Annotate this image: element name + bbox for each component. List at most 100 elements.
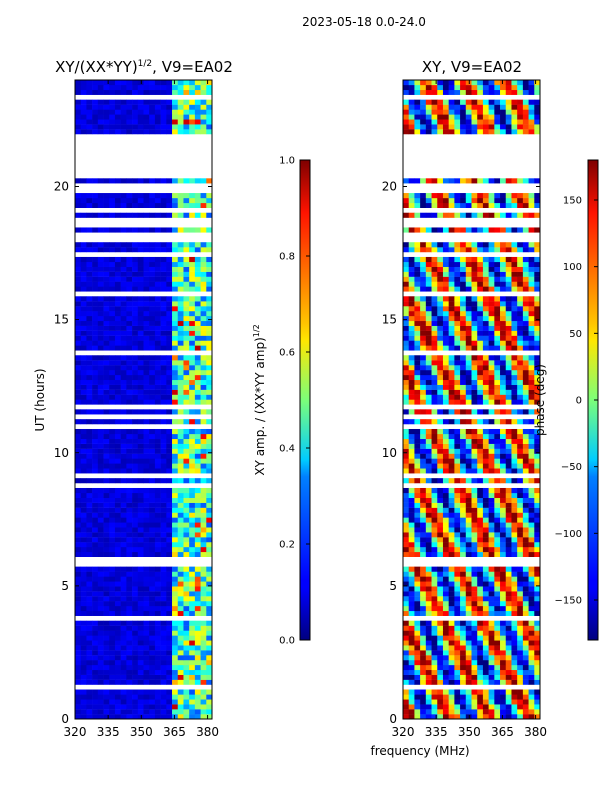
- amp-heatmap-cell: [154, 660, 161, 666]
- phase-heatmap-cell: [414, 581, 421, 587]
- amp-heatmap-cell: [120, 537, 127, 543]
- phase-heatmap-cell: [414, 502, 421, 508]
- phase-heatmap-cell: [517, 247, 524, 253]
- phase-heatmap-cell: [465, 625, 472, 631]
- amp-heatmap-cell: [92, 699, 99, 705]
- amp-heatmap-cell: [206, 679, 213, 685]
- amp-heatmap-cell: [166, 709, 173, 715]
- amp-heatmap-cell: [137, 212, 144, 218]
- phase-heatmap-cell: [505, 542, 512, 548]
- amp-heatmap-cell: [120, 306, 127, 312]
- phase-heatmap-cell: [465, 576, 472, 582]
- amp-heatmap-cell: [143, 99, 150, 105]
- amp-heatmap-cell: [177, 325, 184, 331]
- phase-heatmap-cell: [414, 370, 421, 376]
- phase-heatmap-cell: [437, 571, 444, 577]
- phase-heatmap-cell: [505, 271, 512, 277]
- amp-heatmap-cell: [200, 389, 207, 395]
- phase-heatmap-cell: [454, 596, 461, 602]
- phase-heatmap-cell: [465, 610, 472, 616]
- amp-heatmap-cell: [172, 448, 179, 454]
- phase-heatmap-cell: [431, 576, 438, 582]
- phase-heatmap-cell: [420, 315, 427, 322]
- amp-heatmap-cell: [137, 256, 144, 263]
- phase-heatmap-cell: [408, 630, 415, 636]
- amp-heatmap-cell: [114, 576, 121, 582]
- amp-heatmap-cell: [194, 453, 201, 459]
- phase-heatmap-cell: [414, 571, 421, 577]
- amp-heatmap-cell: [194, 704, 201, 710]
- phase-heatmap-cell: [471, 586, 478, 592]
- amp-heatmap-cell: [80, 335, 87, 341]
- phase-heatmap-cell: [414, 458, 421, 464]
- amp-heatmap-cell: [75, 694, 82, 700]
- amp-heatmap-cell: [160, 325, 167, 331]
- amp-heatmap-cell: [194, 389, 201, 395]
- phase-heatmap-cell: [482, 428, 489, 435]
- phase-heatmap-cell: [431, 124, 438, 130]
- amp-heatmap-cell: [194, 266, 201, 272]
- amp-heatmap-cell: [126, 601, 133, 607]
- phase-heatmap-cell: [448, 301, 455, 307]
- amp-heatmap-cell: [109, 212, 116, 218]
- phase-heatmap-cell: [517, 576, 524, 582]
- phase-heatmap-cell: [528, 256, 535, 263]
- phase-heatmap-cell: [517, 261, 524, 267]
- phase-heatmap-cell: [437, 355, 444, 361]
- phase-cb-tick-label: 100: [563, 262, 582, 273]
- phase-heatmap-cell: [505, 409, 512, 415]
- amp-heatmap-cell: [92, 129, 99, 135]
- phase-heatmap-cell: [408, 527, 415, 533]
- amp-heatmap-cell: [206, 178, 213, 184]
- amp-heatmap-cell: [183, 586, 190, 592]
- phase-heatmap-cell: [454, 247, 461, 253]
- amp-heatmap-cell: [189, 551, 196, 557]
- phase-heatmap-cell: [425, 355, 432, 361]
- amp-heatmap-cell: [160, 699, 167, 705]
- amp-heatmap-cell: [120, 399, 127, 405]
- amp-heatmap-cell: [143, 699, 150, 705]
- amp-heatmap-cell: [120, 256, 127, 263]
- amp-heatmap-cell: [143, 119, 150, 125]
- amp-heatmap-cell: [109, 271, 116, 277]
- amp-heatmap-cell: [143, 507, 150, 513]
- phase-heatmap-cell: [528, 635, 535, 641]
- amp-heatmap-cell: [194, 660, 201, 666]
- amp-heatmap-cell: [97, 325, 104, 331]
- phase-heatmap-cell: [534, 674, 541, 680]
- amp-heatmap-cell: [114, 384, 121, 390]
- phase-heatmap-cell: [511, 306, 518, 312]
- amp-heatmap-cell: [80, 492, 87, 499]
- amp-heatmap-cell: [86, 478, 93, 484]
- amp-heatmap-cell: [194, 212, 201, 218]
- amp-heatmap-cell: [92, 247, 99, 253]
- amp-heatmap-cell: [114, 689, 121, 695]
- amp-heatmap-cell: [189, 340, 196, 346]
- phase-heatmap-cell: [442, 330, 449, 336]
- phase-heatmap-cell: [517, 537, 524, 543]
- amp-heatmap-cell: [177, 610, 184, 616]
- amp-heatmap-cell: [120, 311, 127, 317]
- phase-heatmap-cell: [465, 202, 472, 208]
- amp-heatmap-cell: [80, 306, 87, 312]
- phase-heatmap-cell: [471, 119, 478, 125]
- phase-heatmap-cell: [403, 256, 410, 263]
- amp-heatmap-cell: [189, 129, 196, 135]
- phase-heatmap-cell: [505, 443, 512, 449]
- amp-heatmap-cell: [183, 109, 190, 115]
- phase-heatmap-cell: [442, 109, 449, 115]
- phase-heatmap-cell: [517, 458, 524, 464]
- phase-heatmap-cell: [494, 124, 501, 130]
- phase-heatmap-cell: [454, 109, 461, 115]
- amp-heatmap-cell: [183, 330, 190, 336]
- amp-heatmap-cell: [154, 394, 161, 400]
- phase-heatmap-cell: [471, 640, 478, 646]
- phase-heatmap-cell: [403, 679, 410, 685]
- phase-heatmap-cell: [460, 537, 467, 543]
- phase-heatmap-cell: [477, 276, 484, 282]
- phase-heatmap-cell: [408, 212, 415, 218]
- phase-heatmap-cell: [414, 522, 421, 528]
- phase-heatmap-cell: [488, 605, 495, 612]
- amp-heatmap-cell: [97, 345, 104, 351]
- amp-heatmap-cell: [120, 419, 127, 425]
